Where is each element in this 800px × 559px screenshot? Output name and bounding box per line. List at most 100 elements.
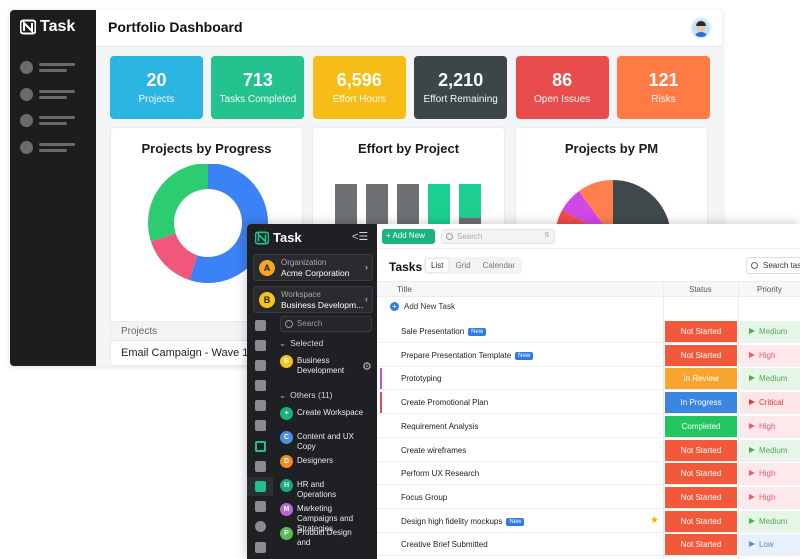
workspace-item[interactable]: H HR and Operations [280,479,375,499]
task-title[interactable]: Perform UX Research [401,469,479,478]
home-icon[interactable] [255,320,266,331]
flag-icon [749,446,755,453]
organization-switcher[interactable]: A Organization Acme Corporation › [253,254,373,281]
workspace-item[interactable]: D Designers [280,455,375,475]
others-section-toggle[interactable]: ⌄ Others (11) [279,390,332,401]
list-icon[interactable] [255,542,266,553]
task-title-text: Sale Presentation [401,327,465,336]
search-tasks-input[interactable]: Search tasks [746,257,800,274]
column-status[interactable]: Status [689,285,712,294]
tab-grid[interactable]: Grid [455,261,471,270]
selected-workspace-item[interactable]: B Business Development [280,355,375,379]
task-row[interactable]: Focus Group Not Started High [377,486,800,509]
global-search-input[interactable]: Search S [441,229,555,244]
task-row[interactable]: Create wireframes Not Started Medium [377,439,800,462]
user-avatar[interactable] [690,17,712,39]
task-title[interactable]: Creative Brief Submitted [401,540,488,549]
add-new-label: Add New [392,231,425,240]
task-title[interactable]: Create wireframes [401,446,466,455]
status-badge[interactable]: Not Started [665,463,737,485]
task-title[interactable]: Sale Presentation New [401,327,487,336]
kpi-card[interactable]: 86 Open Issues [515,56,609,119]
task-row[interactable]: Requirement Analysis Completed High [377,415,800,438]
task-title[interactable]: Prototyping [401,374,441,383]
workspace-item[interactable]: C Content and UX Copy [280,431,375,451]
task-title-text: Requirement Analysis [401,421,479,431]
priority-cell[interactable]: Medium [740,368,800,390]
kpi-card[interactable]: 20 Projects [110,56,203,119]
calendar-icon[interactable] [255,501,266,512]
priority-cell[interactable]: Low [740,534,800,556]
status-badge[interactable]: In Progress [665,392,737,414]
chat-icon[interactable] [255,360,266,371]
task-row[interactable]: Design high fidelity mockups New ★ Not Star… [377,510,800,533]
dashboard-header: Portfolio Dashboard [96,10,722,47]
workspace-item[interactable]: + Create Workspace [280,407,375,427]
task-row[interactable]: Perform UX Research Not Started High [377,462,800,486]
folder-icon[interactable] [255,420,266,431]
task-title[interactable]: Design high fidelity mockups New [401,517,525,526]
task-title[interactable]: Focus Group [401,493,447,502]
priority-cell[interactable]: High [740,344,800,366]
workspace-search-input[interactable]: Search [280,316,372,332]
reports-icon[interactable] [255,380,266,391]
status-badge[interactable]: Not Started [665,534,737,556]
status-badge[interactable]: Completed [665,415,737,437]
kpi-card[interactable]: 121 Risks [617,56,710,119]
task-app-icon[interactable] [255,441,266,452]
priority-cell[interactable]: High [740,463,800,485]
workspace-item[interactable]: M Marketing Campaigns and Strategies [280,503,375,533]
status-badge[interactable]: Not Started [665,344,737,366]
projects-table-row[interactable]: Email Campaign - Wave 1 [121,347,249,359]
task-row[interactable]: Sale Presentation New Not Started Medium [377,320,800,343]
workspace-switcher[interactable]: B Workspace Business Developm... ‹ [253,286,373,313]
task-main-panel: + Add New Search S Tasks List Grid Calen… [377,224,800,559]
tab-list[interactable]: List [426,259,449,272]
task-row[interactable]: Creative Brief Submitted Not Started Low [377,533,800,557]
status-badge[interactable]: Not Started [665,439,737,461]
sidebar-nav-item-4[interactable] [20,140,80,154]
document-icon[interactable] [255,400,266,411]
task-title[interactable]: Create Promotional Plan [401,398,488,407]
priority-cell[interactable]: Critical [740,392,800,414]
status-badge[interactable]: In Review [665,368,737,390]
sidebar-nav-item-2[interactable] [20,87,80,101]
timer-icon[interactable] [255,521,266,532]
tasks-icon[interactable] [255,481,266,492]
chart-icon[interactable] [255,340,266,351]
tab-calendar[interactable]: Calendar [482,261,516,270]
board-icon[interactable] [255,461,266,472]
collapse-sidebar-icon[interactable]: <☰ [352,231,369,243]
column-title[interactable]: Title [397,285,412,294]
sidebar-nav-item-1[interactable] [20,60,80,74]
workspace-item[interactable]: P Product Design and [280,527,375,547]
selected-section-toggle[interactable]: ⌄ Selected [279,338,323,349]
status-badge[interactable]: Not Started [665,486,737,508]
add-new-task-button[interactable]: + Add New Task [390,302,455,311]
priority-cell[interactable]: Medium [740,439,800,461]
sidebar-nav-item-3[interactable] [20,113,80,127]
kpi-label: Open Issues [534,94,591,105]
workspace-avatar: B [280,355,293,368]
task-title[interactable]: Requirement Analysis [401,422,478,431]
task-row[interactable]: Prototyping In Review Medium [377,367,800,391]
kpi-card[interactable]: 2,210 Effort Remaining [414,56,508,119]
priority-label: Medium [759,327,788,336]
priority-cell[interactable]: Medium [740,321,800,342]
task-row[interactable]: Prepare Presentation Template New Not Star… [377,344,800,367]
nav-dot-icon [20,140,33,154]
priority-cell[interactable]: High [740,415,800,437]
task-brand: Task [273,230,302,245]
kpi-card[interactable]: 6,596 Effort Hours [312,56,406,119]
task-row[interactable]: Create Promotional Plan In Progress Critic… [377,391,800,415]
column-priority[interactable]: Priority [757,285,782,294]
kpi-card[interactable]: 713 Tasks Completed [211,56,305,119]
add-new-button[interactable]: + Add New [382,229,435,244]
task-title[interactable]: Prepare Presentation Template New [401,351,534,360]
status-badge[interactable]: Not Started [665,510,737,532]
priority-cell[interactable]: Medium [740,510,800,532]
status-badge[interactable]: Not Started [665,321,737,342]
gear-icon[interactable]: ⚙ [362,361,372,373]
priority-cell[interactable]: High [740,486,800,508]
star-icon[interactable]: ★ [650,514,659,526]
